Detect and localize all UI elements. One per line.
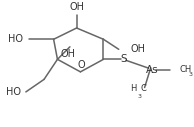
Text: S: S <box>120 54 127 64</box>
Text: C: C <box>140 84 146 93</box>
Text: HO: HO <box>8 34 23 44</box>
Text: CH: CH <box>179 66 191 74</box>
Text: OH: OH <box>61 49 75 59</box>
Text: As: As <box>146 65 158 75</box>
Text: HO: HO <box>6 87 21 97</box>
Text: OH: OH <box>69 2 84 12</box>
Text: H: H <box>131 84 137 93</box>
Text: 3: 3 <box>138 94 142 99</box>
Text: OH: OH <box>130 44 145 54</box>
Text: O: O <box>78 60 85 70</box>
Text: 3: 3 <box>188 72 192 77</box>
